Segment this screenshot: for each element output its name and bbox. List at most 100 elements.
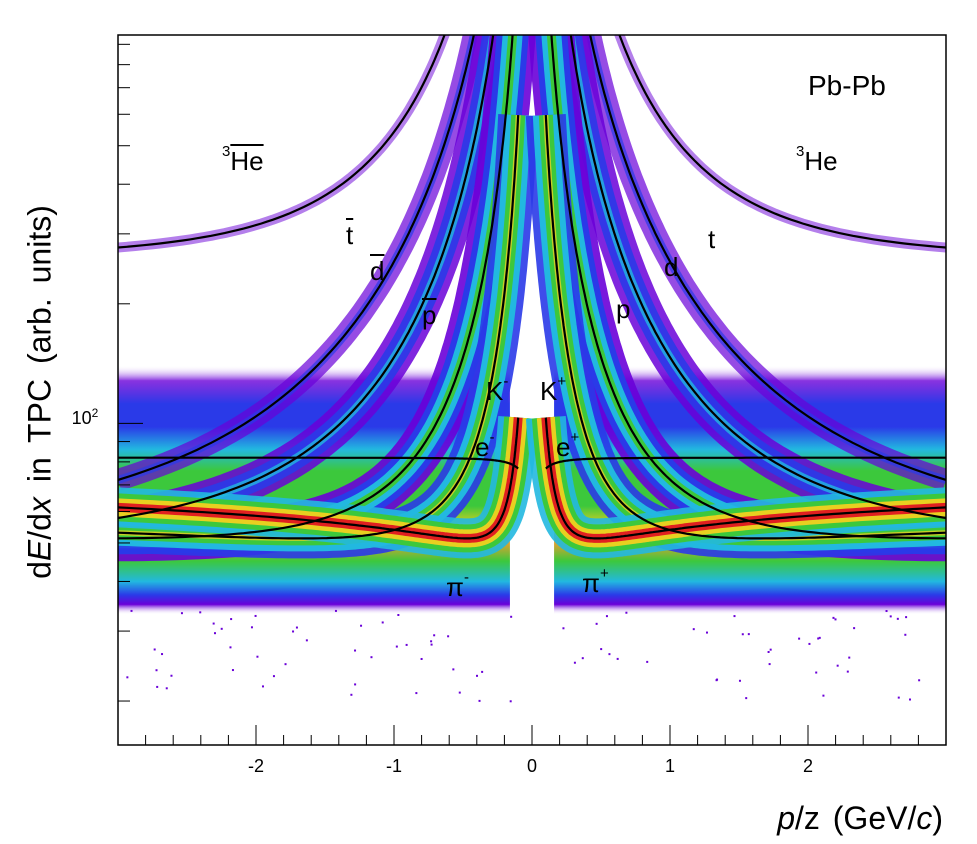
outlier-point bbox=[381, 621, 384, 624]
outlier-point bbox=[889, 615, 892, 618]
outlier-point bbox=[284, 663, 287, 666]
outlier-point bbox=[256, 655, 259, 658]
outlier-point bbox=[832, 616, 835, 619]
label-p-pos: p bbox=[616, 294, 631, 324]
outlier-point bbox=[430, 640, 433, 643]
outlier-point bbox=[573, 661, 576, 664]
outlier-point bbox=[292, 630, 295, 633]
outlier-point bbox=[848, 656, 851, 659]
outlier-point bbox=[769, 648, 772, 651]
outlier-point bbox=[904, 633, 907, 636]
outlier-point bbox=[354, 683, 357, 686]
outlier-point bbox=[433, 634, 436, 637]
outlier-point bbox=[581, 657, 584, 660]
outlier-point bbox=[705, 631, 708, 634]
outlier-point bbox=[161, 653, 164, 656]
outlier-point bbox=[370, 656, 373, 659]
outlier-point bbox=[741, 633, 744, 636]
curve-3He-neg bbox=[118, 35, 446, 249]
label-he3-pos: 3He bbox=[796, 143, 838, 176]
x-tick-label: -1 bbox=[385, 756, 403, 776]
curve-K-pos bbox=[544, 115, 946, 540]
label-k-pos: K+ bbox=[540, 373, 567, 406]
outlier-point bbox=[616, 657, 619, 660]
label-pi-neg: π- bbox=[446, 569, 469, 602]
outlier-point bbox=[155, 669, 158, 672]
outlier-point bbox=[836, 664, 839, 667]
label-t-neg: t bbox=[346, 220, 354, 250]
system-label: Pb-Pb bbox=[808, 70, 886, 101]
label-d-neg: d bbox=[370, 256, 385, 286]
curve-t-pos bbox=[589, 35, 946, 481]
outlier-point bbox=[254, 614, 257, 617]
outlier-point bbox=[846, 670, 849, 673]
outlier-point bbox=[447, 635, 450, 638]
curve-K-neg bbox=[118, 115, 520, 540]
outlier-point bbox=[350, 693, 353, 696]
heatmap-layer bbox=[118, 35, 946, 703]
outlier-point bbox=[905, 616, 908, 619]
outlier-point bbox=[625, 611, 628, 614]
outlier-point bbox=[600, 648, 603, 651]
outlier-point bbox=[405, 643, 408, 646]
outlier-point bbox=[420, 657, 423, 660]
outlier-point bbox=[767, 650, 770, 653]
outlier-point bbox=[230, 618, 233, 621]
outlier-point bbox=[768, 663, 771, 666]
outlier-point bbox=[334, 609, 337, 612]
outlier-point bbox=[180, 612, 183, 615]
outlier-point bbox=[808, 642, 811, 645]
outlier-point bbox=[458, 691, 461, 694]
outlier-point bbox=[199, 611, 202, 614]
outlier-point bbox=[815, 671, 818, 674]
x-axis-title: p/z (GeV/c) bbox=[777, 800, 943, 836]
outlier-point bbox=[481, 670, 484, 673]
label-p-neg: p bbox=[422, 300, 437, 330]
outlier-point bbox=[130, 609, 133, 612]
y-axis-title: dE/dx in TPC (arb. units) bbox=[21, 205, 58, 579]
label-pi-pos: π+ bbox=[582, 565, 609, 598]
outlier-point bbox=[170, 674, 173, 677]
x-tick-label: 0 bbox=[526, 756, 538, 776]
x-tick-label: 2 bbox=[802, 756, 814, 776]
outlier-point bbox=[229, 646, 232, 649]
outlier-point bbox=[354, 649, 357, 652]
outlier-point bbox=[834, 618, 837, 621]
curve-p-pos bbox=[550, 35, 946, 540]
outlier-point bbox=[478, 699, 481, 702]
outlier-point bbox=[212, 622, 215, 625]
expected-curves bbox=[118, 35, 946, 540]
outlier-point bbox=[261, 685, 264, 688]
outlier-point bbox=[595, 622, 598, 625]
outlier-point bbox=[156, 685, 159, 688]
outlier-point bbox=[165, 687, 168, 690]
outlier-point bbox=[220, 627, 223, 630]
outlier-point bbox=[562, 627, 565, 630]
outlier-point bbox=[896, 617, 899, 620]
outlier-point bbox=[918, 679, 921, 682]
label-d-pos: d bbox=[664, 252, 679, 282]
curve-3He-pos bbox=[618, 35, 946, 249]
curve-d-pos bbox=[569, 35, 946, 520]
outlier-point bbox=[738, 679, 741, 682]
curve-pi-neg bbox=[118, 417, 520, 540]
outlier-point bbox=[213, 632, 216, 635]
outlier-point bbox=[692, 628, 695, 631]
y-tick-label: 102 bbox=[71, 406, 99, 429]
curve-pi-pos bbox=[544, 417, 946, 540]
outlier-point bbox=[476, 674, 479, 677]
curve-d-neg bbox=[118, 35, 495, 520]
outlier-point bbox=[853, 627, 856, 630]
outlier-point bbox=[646, 660, 649, 663]
outlier-point bbox=[798, 637, 801, 640]
axis-ticks bbox=[118, 43, 919, 745]
outlier-point bbox=[745, 697, 748, 700]
outlier-point bbox=[250, 626, 253, 629]
label-he3-neg: 3He bbox=[222, 143, 264, 176]
label-t-pos: t bbox=[708, 224, 716, 254]
outlier-point bbox=[510, 615, 513, 618]
outlier-point bbox=[153, 648, 156, 651]
outlier-point bbox=[909, 698, 912, 701]
outlier-point bbox=[452, 668, 455, 671]
